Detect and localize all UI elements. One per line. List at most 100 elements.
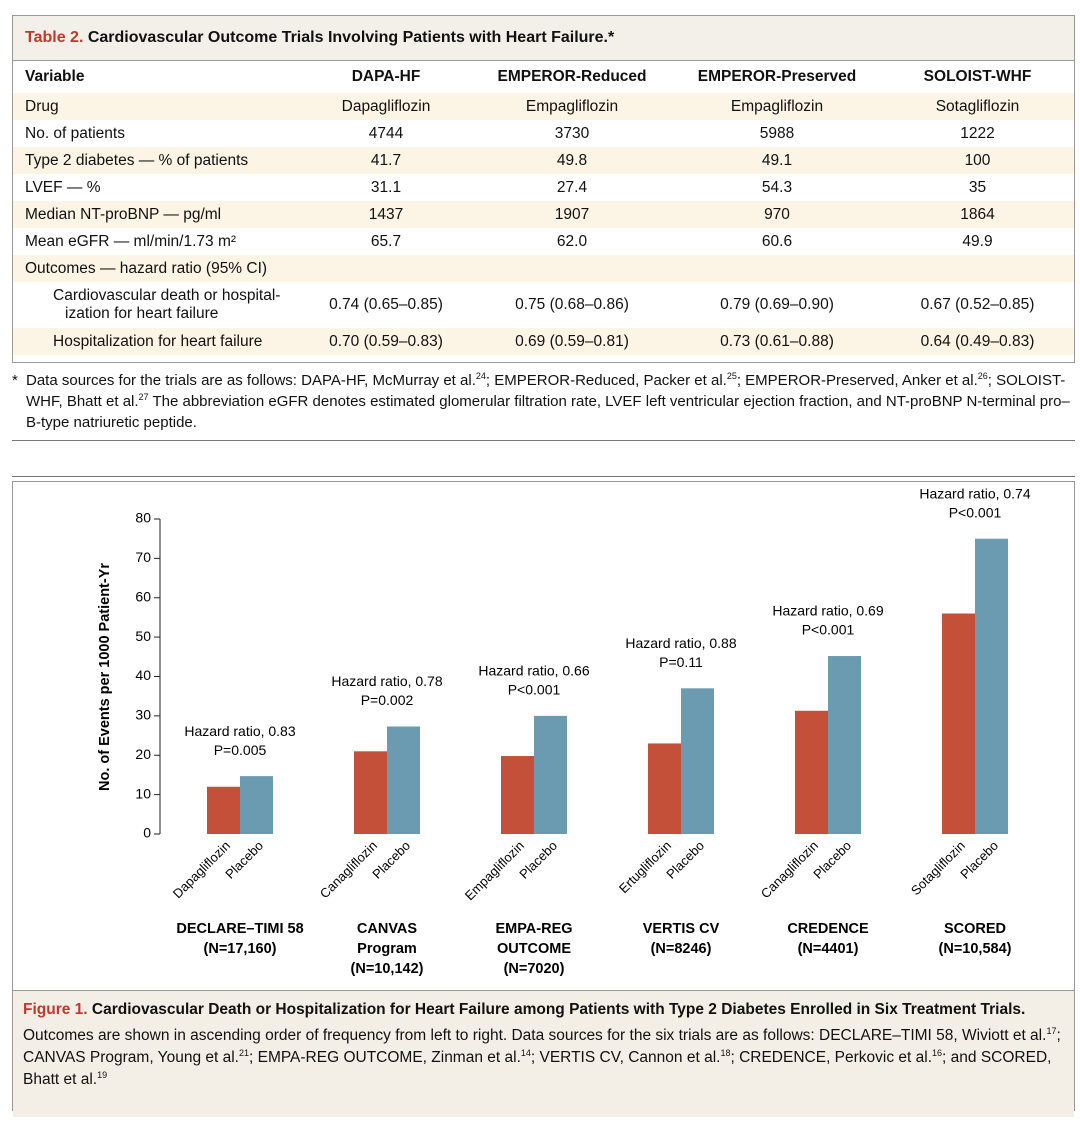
- annotation: P=0.005: [214, 742, 267, 758]
- value-cell: 0.64 (0.49–0.83): [881, 328, 1074, 355]
- y-tick-label: 40: [135, 667, 151, 683]
- row-label: Cardiovascular death or hospital­ization…: [53, 287, 281, 322]
- value-cell: 1437: [301, 201, 471, 228]
- text: Data sources for the trials are as follo…: [26, 372, 476, 389]
- row-label-cell: LVEF — %: [25, 178, 101, 196]
- table-title: Cardiovascular Outcome Trials Involving …: [87, 29, 615, 46]
- value-cell: 1907: [471, 201, 673, 228]
- table-row: Mean eGFR — ml/min/1.73 m² 65.7 62.0 60.6 49…: [13, 228, 1074, 255]
- row-label-cell: No. of patients: [25, 124, 125, 142]
- value-cell: 65.7: [370, 232, 402, 250]
- chart: 0 10 20 30 40 50 60 70 80 No. of Events per 1000 …: [97, 485, 1031, 977]
- value-cell: 4744: [368, 124, 404, 142]
- header-row: Variable DAPA-HF EMPEROR-Reduced EMPEROR-Pr…: [13, 61, 1074, 93]
- reference: 24: [475, 371, 486, 381]
- category-label: (N=10,142): [351, 961, 424, 977]
- value-cell: 27.4: [556, 178, 588, 196]
- value-cell: 3730: [554, 124, 590, 142]
- value-cell: 100: [881, 147, 1074, 174]
- annotation: P<0.001: [949, 504, 1002, 520]
- row-label-cell: Hospitalization for heart failure: [13, 328, 301, 355]
- category-label: (N=4401): [798, 941, 859, 957]
- category-label: EMPA-REG: [495, 921, 572, 937]
- value-cell: 49.8: [471, 147, 673, 174]
- reference: 14: [520, 1047, 531, 1058]
- text: ; EMPEROR-Preserved, Anker et al.: [736, 372, 978, 389]
- reference: 21: [238, 1047, 249, 1058]
- table-row: Type 2 diabetes — % of patients 41.7 49.8 4…: [13, 147, 1074, 174]
- annotation: Hazard ratio, 0.74: [919, 485, 1030, 501]
- text: ; CANVAS Program, Young et al.: [23, 1027, 1061, 1066]
- reference: 18: [720, 1047, 731, 1058]
- bar: [387, 726, 420, 834]
- category-label: VERTIS CV: [643, 921, 720, 937]
- figure-box: Figure 1. Cardiovascular Death or Hospit…: [12, 481, 1075, 1117]
- annotation: P=0.11: [659, 654, 703, 670]
- category-label: (N=10,584): [939, 941, 1012, 957]
- annotation: Hazard ratio, 0.69: [772, 603, 883, 619]
- bar: [240, 776, 273, 834]
- value-cell: 0.67 (0.52–0.85): [920, 296, 1035, 313]
- category-label: Program: [357, 941, 417, 957]
- figure-body: Outcomes are shown in ascending order of…: [23, 1025, 1064, 1091]
- bar: [534, 715, 567, 834]
- row-label-cell: Cardiovascular death or hospital­ization…: [13, 282, 301, 328]
- value-cell: 0.73 (0.61–0.88): [673, 328, 881, 355]
- value-cell: 49.1: [673, 147, 881, 174]
- header-cell: SOLOIST-WHF: [923, 68, 1032, 85]
- value-cell: 1222: [960, 124, 995, 142]
- value-cell: 62.0: [556, 232, 588, 250]
- figure-title: Cardiovascular Death or Hospitalization …: [91, 1001, 1026, 1018]
- category-label: (N=8246): [651, 941, 712, 957]
- category-label: OUTCOME: [497, 941, 571, 957]
- value-cell: 60.6: [761, 232, 793, 250]
- footnote-marker: *: [12, 372, 18, 389]
- value-cell: 31.1: [370, 178, 402, 196]
- header-cell: EMPEROR-Preserved: [697, 68, 857, 85]
- row-label-cell: Type 2 diabetes — % of patients: [13, 147, 301, 174]
- table-title-bar: Table 2. Cardiovascular Outcome Trials I…: [13, 16, 1074, 61]
- category-label: (N=7020): [504, 961, 565, 977]
- value-cell: 35: [968, 178, 987, 196]
- value-cell: Sotagliflozin: [881, 93, 1074, 120]
- value-cell: 970: [673, 201, 881, 228]
- row-label-cell: Median NT-proBNP — pg/ml: [13, 201, 301, 228]
- text: ; EMPEROR-Reduced, Packer et al.: [485, 372, 727, 389]
- figure-caption: Figure 1. Cardiovascular Death or Hospit…: [13, 990, 1074, 1117]
- text: ; VERTIS CV, Cannon et al.: [530, 1049, 721, 1066]
- category-label: SCORED: [944, 921, 1006, 937]
- bar: [681, 688, 714, 834]
- header-cell: Variable: [25, 68, 85, 85]
- table-row: Cardiovascular death or hospital­ization…: [13, 282, 1074, 328]
- row-label-cell: Mean eGFR — ml/min/1.73 m²: [25, 232, 237, 250]
- y-tick-label: 70: [135, 549, 151, 565]
- bar: [828, 656, 861, 834]
- table-row: No. of patients 4744 3730 5988 1222: [13, 120, 1074, 147]
- y-tick-label: 20: [135, 746, 151, 762]
- text: The abbreviation eGFR denotes estimated …: [26, 393, 1070, 431]
- category-label: CREDENCE: [787, 921, 869, 937]
- table-row: Median NT-proBNP — pg/ml 1437 1907 970 1864: [13, 201, 1074, 228]
- reference: 19: [97, 1069, 108, 1080]
- footnote: * Data sources for the trials are as foll…: [12, 370, 1076, 433]
- reference: 16: [932, 1047, 943, 1058]
- text: ; EMPA-REG OUTCOME, Zinman et al.: [249, 1049, 521, 1066]
- y-tick-label: 50: [135, 628, 151, 644]
- table-label: Table 2.: [25, 29, 84, 46]
- annotation: P<0.001: [508, 682, 561, 698]
- bar: [648, 743, 681, 834]
- annotation: Hazard ratio, 0.88: [625, 635, 736, 651]
- header-cell: DAPA-HF: [351, 68, 421, 85]
- table-row: Outcomes — hazard ratio (95% CI): [13, 255, 1074, 282]
- y-tick-label: 30: [135, 707, 151, 723]
- reference: 25: [726, 371, 737, 381]
- section-cell: Outcomes — hazard ratio (95% CI): [13, 255, 1074, 282]
- rule: [12, 476, 1075, 477]
- bar: [942, 613, 975, 834]
- table-row: Hospitalization for heart failure 0.70 (0…: [13, 328, 1074, 355]
- value-cell: 5988: [759, 124, 795, 142]
- value-cell: 0.70 (0.59–0.83): [301, 328, 471, 355]
- y-axis-label: No. of Events per 1000 Patient-Yr: [97, 563, 113, 791]
- header-cell: EMPEROR-Reduced: [497, 68, 647, 85]
